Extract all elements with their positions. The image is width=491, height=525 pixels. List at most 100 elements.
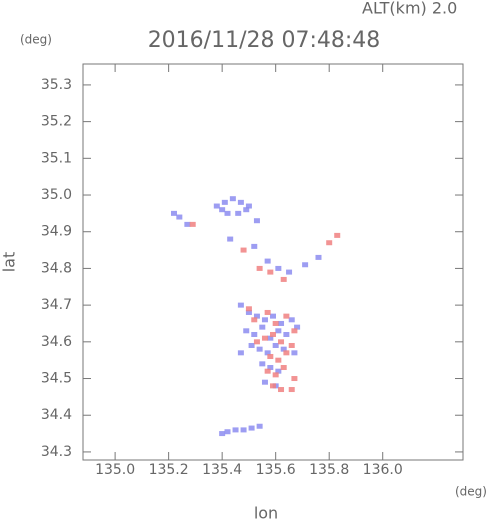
radar-echo: [264, 258, 271, 264]
x-tick-label: 136.0: [363, 462, 403, 478]
radar-echo: [315, 254, 322, 260]
radar-echo: [243, 207, 250, 213]
x-unit: (deg): [455, 485, 487, 499]
radar-echo: [245, 309, 252, 315]
radar-echo: [251, 331, 258, 337]
radar-echo: [283, 350, 290, 356]
y-tick-label: 34.7: [41, 297, 72, 313]
radar-echo: [248, 342, 255, 348]
x-tick-label: 135.2: [149, 462, 189, 478]
radar-echo: [272, 320, 279, 326]
radar-echo: [256, 265, 263, 271]
radar-echo: [221, 199, 228, 205]
radar-echo: [253, 339, 260, 345]
radar-echo: [283, 313, 290, 319]
radar-echo: [189, 221, 196, 227]
radar-echo: [261, 379, 268, 385]
radar-echo: [251, 243, 258, 249]
radar-echo: [264, 350, 271, 356]
radar-echo: [237, 199, 244, 205]
radar-echo: [237, 302, 244, 308]
radar-echo: [170, 210, 177, 216]
y-tick-label: 34.3: [41, 444, 72, 460]
radar-echo: [240, 427, 247, 433]
y-tick-label: 34.9: [41, 224, 72, 240]
chart-title: 2016/11/28 07:48:48: [148, 28, 381, 53]
y-tick-label: 34.4: [41, 407, 72, 423]
y-tick-label: 35.3: [41, 77, 72, 93]
radar-echo: [240, 247, 247, 253]
radar-echo: [259, 361, 266, 367]
radar-echo: [219, 207, 226, 213]
radar-echo: [270, 331, 276, 337]
radar-echo: [261, 317, 268, 323]
radar-echo: [219, 431, 226, 437]
radar-echo: [278, 320, 285, 326]
radar-echo: [176, 214, 183, 220]
radar-echo: [264, 309, 271, 315]
plot-frame: [82, 63, 464, 461]
radar-echo: [267, 354, 274, 360]
radar-echo: [251, 317, 258, 323]
radar-echo: [272, 342, 279, 348]
radar-echo: [224, 429, 231, 435]
x-axis-label: lon: [254, 504, 278, 522]
y-tick-label: 34.6: [41, 334, 72, 350]
radar-echo: [270, 383, 276, 389]
radar-echo: [278, 339, 285, 345]
y-axis-label: lat: [0, 252, 19, 273]
radar-echo: [334, 232, 341, 238]
radar-echo: [280, 365, 287, 371]
x-tick-label: 135.0: [95, 462, 135, 478]
x-tick-label: 135.8: [309, 462, 349, 478]
radar-echo: [286, 269, 293, 275]
radar-echo: [261, 335, 268, 341]
radar-echo: [291, 350, 298, 356]
radar-echo: [267, 365, 274, 371]
radar-echo: [259, 324, 266, 330]
radar-echo: [267, 335, 274, 341]
radar-echo: [294, 324, 301, 330]
radar-echo: [245, 306, 252, 312]
radar-echo: [326, 240, 333, 246]
radar-echo: [283, 331, 290, 337]
radar-echo: [275, 328, 282, 334]
radar-echo: [253, 313, 260, 319]
radar-echo: [227, 236, 234, 242]
radar-echo: [288, 317, 295, 323]
radar-echo: [232, 427, 239, 433]
radar-echo: [278, 387, 285, 393]
radar-echo: [275, 368, 282, 374]
radar-echo: [291, 376, 298, 382]
y-tick-label: 34.5: [41, 371, 72, 387]
radar-echo: [256, 423, 263, 429]
radar-echo: [243, 328, 250, 334]
radar-echo: [288, 387, 295, 393]
radar-echo: [235, 210, 242, 216]
radar-echo: [245, 203, 252, 209]
chart-subtitle: ALT(km) 2.0: [362, 0, 457, 18]
radar-echo: [229, 196, 236, 202]
radar-echo: [280, 346, 287, 352]
radar-echo: [253, 218, 260, 224]
radar-echo: [213, 203, 220, 209]
radar-echo: [291, 328, 298, 334]
y-tick-label: 35.2: [41, 114, 72, 130]
radar-echo: [224, 210, 231, 216]
radar-echo: [237, 350, 244, 356]
radar-echo: [184, 221, 191, 227]
radar-echo: [270, 313, 276, 319]
y-unit: (deg): [20, 33, 52, 47]
y-tick-label: 35.0: [41, 187, 72, 203]
radar-echo: [267, 269, 274, 275]
y-tick-label: 34.8: [41, 260, 72, 276]
radar-echo: [288, 342, 295, 348]
x-tick-label: 135.6: [256, 462, 296, 478]
radar-echo: [272, 372, 279, 378]
y-tick-label: 35.1: [41, 150, 72, 166]
radar-echo: [264, 368, 271, 374]
radar-echo: [275, 265, 282, 271]
radar-echo: [280, 276, 287, 282]
radar-echo: [248, 425, 255, 431]
